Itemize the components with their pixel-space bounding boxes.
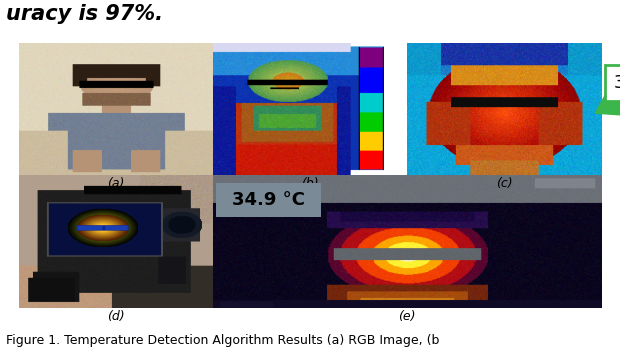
Text: (a): (a) — [107, 177, 125, 190]
Text: uracy is 97%.: uracy is 97%. — [6, 4, 163, 24]
Text: (c): (c) — [496, 177, 513, 190]
Text: 34.9 °C: 34.9 °C — [232, 190, 305, 209]
Text: (d): (d) — [107, 310, 125, 323]
Text: (b): (b) — [301, 177, 319, 190]
Text: Figure 1. Temperature Detection Algorithm Results (a) RGB Image, (b: Figure 1. Temperature Detection Algorith… — [6, 334, 440, 347]
Text: 33.8°C: 33.8°C — [614, 74, 620, 92]
Text: (e): (e) — [399, 310, 416, 323]
